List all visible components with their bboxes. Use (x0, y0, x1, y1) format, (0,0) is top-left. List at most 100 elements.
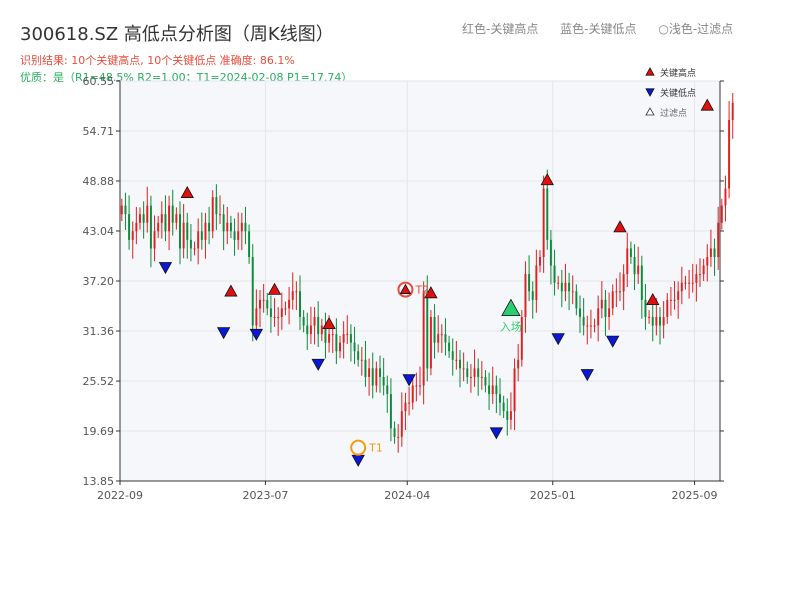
candle-body (691, 282, 694, 284)
x-tick-label: 2022-09 (97, 489, 143, 502)
y-tick-label: 19.69 (83, 425, 115, 438)
candle-body (662, 316, 665, 326)
candle-body (477, 368, 480, 377)
candle-body (644, 299, 647, 317)
candle-body (509, 411, 512, 420)
legend-filtered-label: 过滤点 (660, 107, 687, 119)
candle-body (666, 299, 669, 317)
candle-body (139, 214, 141, 223)
candle-body (655, 316, 658, 326)
candle-body (724, 188, 727, 206)
candle-body (709, 248, 712, 258)
candle-body (237, 231, 240, 240)
y-tick-label: 60.55 (83, 75, 115, 88)
candle-body (153, 231, 156, 249)
candle-body (262, 299, 265, 301)
candle-body (317, 316, 320, 335)
candle-body (669, 299, 672, 301)
candle-body (357, 351, 360, 360)
candle-body (179, 214, 181, 249)
legend-filtered-icon (645, 107, 655, 116)
chart-title: 300618.SZ 高低点分析图（周K线图） (20, 24, 334, 45)
key-low-marker (249, 328, 264, 341)
candle-body (568, 282, 571, 292)
candle-body (360, 359, 363, 361)
candle-body (273, 316, 276, 318)
candle-body (564, 282, 567, 292)
candle-body (604, 299, 607, 317)
candle-body (371, 368, 374, 386)
candle-body (688, 282, 691, 284)
x-tick-label: 2023-07 (242, 489, 288, 502)
y-tick-label: 25.52 (83, 375, 115, 388)
candle-body (335, 334, 338, 352)
t2-circle (397, 281, 414, 298)
candle-body (364, 359, 367, 377)
candle-body (462, 368, 465, 370)
candle-body (342, 334, 345, 343)
candle-body (651, 316, 654, 326)
candle-body (586, 325, 589, 327)
candle-body (440, 334, 443, 336)
candle-body (233, 231, 236, 240)
candle-body (673, 299, 676, 301)
candle-body (211, 197, 214, 232)
candle-body (720, 205, 723, 223)
candle-body (208, 222, 211, 232)
candle-body (368, 368, 371, 377)
candle-body (517, 359, 520, 369)
candle-body (302, 316, 305, 326)
candle-body (680, 282, 683, 292)
candle-body (731, 102, 734, 120)
candles (120, 92, 734, 453)
candle-body (728, 119, 731, 189)
y-tick-label: 48.88 (83, 175, 115, 188)
candle-body (593, 325, 596, 327)
candle-body (120, 205, 123, 215)
candle-body (219, 214, 221, 216)
axes: 60.55 54.71 48.88 43.04 37.20 31.36 25.52 19.69… (83, 75, 724, 502)
candle-body (171, 205, 174, 223)
candle-body (615, 291, 618, 293)
candle-body (269, 308, 272, 317)
legend-high-icon (645, 67, 655, 76)
candle-body (433, 316, 436, 343)
candle-body (600, 299, 603, 309)
candle-body (309, 325, 312, 335)
legend-low-icon (645, 88, 655, 97)
entry-label: 入场 (500, 319, 522, 333)
candle-body (131, 231, 134, 240)
candle-body (611, 291, 614, 309)
candle-body (389, 394, 392, 429)
candle-body (306, 325, 309, 335)
candle-body (280, 308, 283, 317)
key-high-marker (613, 220, 627, 233)
candle-body (528, 274, 531, 292)
candle-body (379, 368, 381, 377)
candle-body (473, 368, 476, 377)
candle-body (222, 214, 225, 232)
candle-body (419, 385, 421, 387)
candle-body (182, 222, 185, 249)
key-high-marker (700, 98, 714, 111)
candle-body (193, 248, 196, 250)
t2-label: T2 (414, 284, 429, 297)
candle-body (175, 214, 178, 223)
candle-body (404, 402, 407, 412)
candle-body (226, 222, 229, 232)
candle-body (502, 402, 505, 412)
candle-body (520, 316, 523, 360)
key-high-marker (180, 185, 194, 198)
candle-body (124, 205, 127, 215)
candle-body (204, 222, 207, 240)
candle-body (328, 334, 331, 343)
candle-body (397, 436, 400, 438)
candle-body (702, 265, 705, 275)
candle-body (259, 299, 261, 309)
candle-body (484, 376, 487, 386)
candle-body (346, 334, 349, 336)
y-tick-label: 31.36 (83, 325, 115, 338)
x-tick-label: 2025-01 (530, 489, 576, 502)
legend-red-label: 红色-关键高点 (462, 22, 539, 36)
